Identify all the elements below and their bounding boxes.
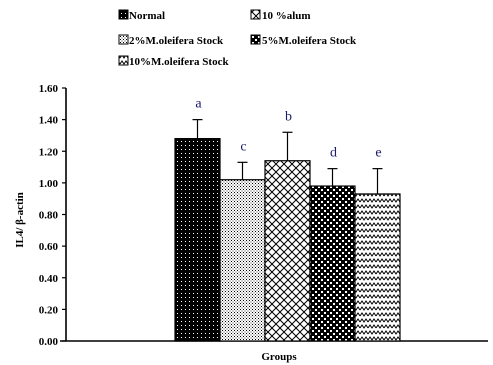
y-tick-label: 1.40: [39, 115, 59, 127]
y-tick-label: 0.60: [39, 241, 59, 253]
legend-item-10-alum: 10 %alum: [250, 9, 311, 22]
bar: [354, 193, 401, 342]
legend-label-5-moleifera: 5%M.oleifera Stock: [262, 35, 357, 47]
legend-swatch-normal: [118, 9, 129, 20]
y-tick-label: 0.20: [39, 304, 59, 316]
y-tick-label: 1.60: [39, 83, 59, 95]
legend-label-10-moleifera: 10%M.oleifera Stock: [129, 56, 229, 68]
significance-label: c: [240, 139, 246, 154]
legend-item-5-moleifera: 5%M.oleifera Stock: [250, 34, 357, 47]
legend-swatch-2-moleifera: [118, 34, 129, 45]
bar: [174, 138, 221, 342]
bar: [264, 160, 311, 342]
y-axis-title: IL4/ β-actin: [14, 192, 26, 248]
y-tick-label: 0.40: [39, 273, 59, 285]
significance-label: a: [195, 97, 202, 112]
legend-item-10-moleifera: 10%M.oleifera Stock: [118, 55, 229, 68]
y-axis-ticks: 0.00 0.20 0.40 0.60 0.80 1.00 1.20 1.40 1.60: [39, 83, 66, 348]
y-tick-label: 1.20: [39, 146, 59, 158]
legend-swatch-5-moleifera: [250, 34, 261, 45]
x-axis-title: Groups: [261, 351, 297, 363]
legend-item-normal: Normal: [118, 9, 165, 22]
legend-swatch-10-moleifera: [118, 55, 129, 66]
legend: Normal 10 %alum 2%M.oleifera Stock 5%M.o…: [118, 9, 357, 68]
bar: [309, 185, 356, 342]
y-tick-label: 1.00: [39, 178, 59, 190]
y-tick-label: 0.00: [39, 336, 59, 348]
legend-item-2-moleifera: 2%M.oleifera Stock: [118, 34, 224, 47]
legend-label-10-alum: 10 %alum: [262, 10, 311, 22]
significance-label: d: [330, 146, 337, 161]
legend-label-normal: Normal: [129, 10, 165, 22]
significance-label: e: [375, 146, 381, 161]
y-tick-label: 0.80: [39, 210, 59, 222]
legend-swatch-10-alum: [250, 9, 261, 20]
legend-label-2-moleifera: 2%M.oleifera Stock: [129, 35, 224, 47]
significance-label: b: [285, 109, 292, 124]
bars-group: a c b d e: [174, 97, 401, 342]
bar: [219, 179, 266, 342]
